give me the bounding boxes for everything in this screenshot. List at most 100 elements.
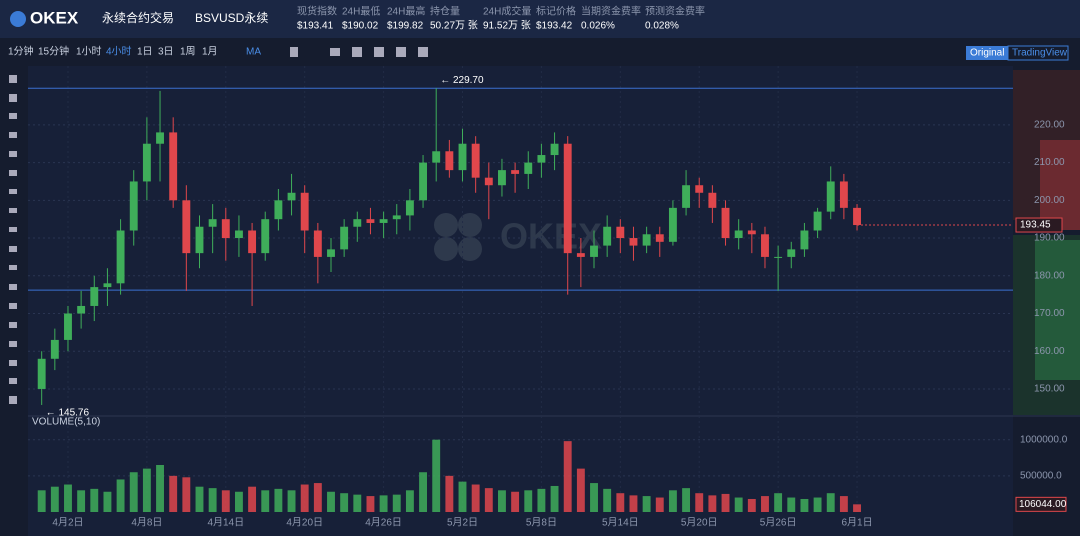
candle-body: [708, 192, 717, 208]
volume-bar: [129, 472, 138, 512]
volume-bar: [800, 498, 809, 512]
ask-depth: [1040, 140, 1080, 230]
volume-tick-label: 500000.0: [1020, 470, 1062, 481]
volume-bar: [576, 468, 585, 512]
candle-body: [353, 219, 362, 227]
last-price-label: 193.45: [1020, 220, 1051, 231]
interval[interactable]: 3日: [158, 47, 174, 58]
x-tick-label: 5月20日: [681, 517, 718, 529]
header-bar: [0, 0, 1080, 38]
volume-bar: [616, 493, 625, 512]
stat-value: 0.026%: [581, 21, 615, 32]
x-tick-label: 4月14日: [207, 517, 244, 529]
candle-body: [37, 358, 46, 389]
volume-bar: [747, 498, 756, 512]
volume-bar: [458, 481, 467, 512]
product[interactable]: 永续合约交易: [102, 10, 174, 25]
candle-body: [208, 219, 217, 227]
interval[interactable]: 4小时: [106, 46, 132, 58]
interval[interactable]: 1分钟: [8, 45, 34, 58]
candle-body: [853, 207, 861, 226]
volume-bar: [642, 496, 651, 512]
volume-title: VOLUME(5,10): [32, 417, 100, 428]
candle-body: [550, 143, 559, 156]
volume-bar: [787, 497, 796, 512]
view-button-active[interactable]: [966, 46, 1008, 60]
candle-body: [590, 245, 598, 257]
volume-bar: [498, 490, 506, 512]
x-tick-label: 4月26日: [365, 517, 402, 529]
interval[interactable]: 15分钟: [38, 45, 69, 58]
volume-bar: [590, 483, 598, 512]
candle-body: [484, 177, 493, 186]
candle-body: [340, 226, 349, 250]
volume-bar: [64, 484, 72, 512]
volume-bar: [221, 490, 230, 512]
candle-body: [50, 339, 59, 359]
volume-bar: [103, 491, 112, 512]
volume-bar: [405, 490, 414, 512]
volume-bar: [682, 488, 691, 512]
volume-bar: [629, 495, 638, 512]
candle-body: [498, 170, 506, 186]
candle-body: [182, 200, 191, 254]
candle-body: [366, 219, 375, 223]
candle-body: [103, 283, 112, 288]
y-tick-label: 180.00: [1034, 270, 1065, 281]
volume-bar: [156, 465, 164, 512]
stat-label: 24H成交量: [483, 5, 531, 18]
stat-label: 预测资金费率: [645, 5, 705, 18]
candle-body: [603, 226, 612, 246]
candle-body: [129, 181, 138, 231]
volume-bar: [182, 477, 191, 512]
interval[interactable]: 1小时: [76, 46, 102, 58]
stat-value: $199.82: [387, 21, 424, 32]
volume-bar: [340, 493, 349, 512]
volume-bar: [274, 488, 283, 512]
indicator[interactable]: MA: [246, 47, 261, 58]
x-tick-label: 4月20日: [286, 517, 323, 529]
candle-body: [313, 230, 322, 257]
interval[interactable]: 1周: [180, 46, 196, 58]
candle-body: [668, 207, 677, 242]
volume-bar: [853, 504, 861, 512]
candle-body: [629, 238, 638, 246]
y-tick-label: 160.00: [1034, 346, 1065, 357]
stat-label: 标记价格: [536, 5, 576, 18]
candle-body: [432, 151, 441, 163]
volume-bar: [142, 468, 151, 512]
interval[interactable]: 1日: [137, 47, 153, 58]
volume-bar: [379, 495, 388, 512]
candle-body: [747, 230, 756, 235]
volume-bar: [208, 488, 217, 512]
volume-bar: [90, 488, 99, 512]
stat-label: 24H最高: [387, 5, 425, 18]
view-option[interactable]: Original: [970, 48, 1004, 59]
volume-bar: [432, 439, 441, 512]
candle-body: [524, 162, 533, 174]
volume-bar: [445, 475, 454, 512]
candle-body: [116, 230, 125, 284]
stat-value: 0.028%: [645, 21, 679, 32]
volume-bar: [313, 483, 322, 512]
view-option[interactable]: TradingView: [1012, 48, 1068, 59]
candle-body: [142, 143, 151, 182]
view-button[interactable]: [1007, 45, 1069, 61]
volume-bar: [668, 490, 677, 512]
volume-bar: [471, 484, 480, 512]
volume-bar: [366, 496, 375, 512]
candle-body: [90, 287, 99, 306]
candle-body: [616, 226, 625, 239]
candle-body: [761, 234, 769, 257]
candle-body: [642, 234, 651, 246]
interval[interactable]: 1月: [202, 46, 218, 58]
volume-bar: [524, 490, 533, 512]
tool-icons: [9, 75, 17, 404]
toolbar-icons: [290, 47, 428, 57]
volume-bar: [484, 488, 493, 512]
volume-bar: [511, 491, 520, 512]
stat-label: 现货指数: [297, 5, 337, 18]
volume-bar: [550, 485, 559, 512]
contract[interactable]: BSVUSD永续: [195, 11, 268, 25]
volume-bar: [708, 495, 717, 512]
